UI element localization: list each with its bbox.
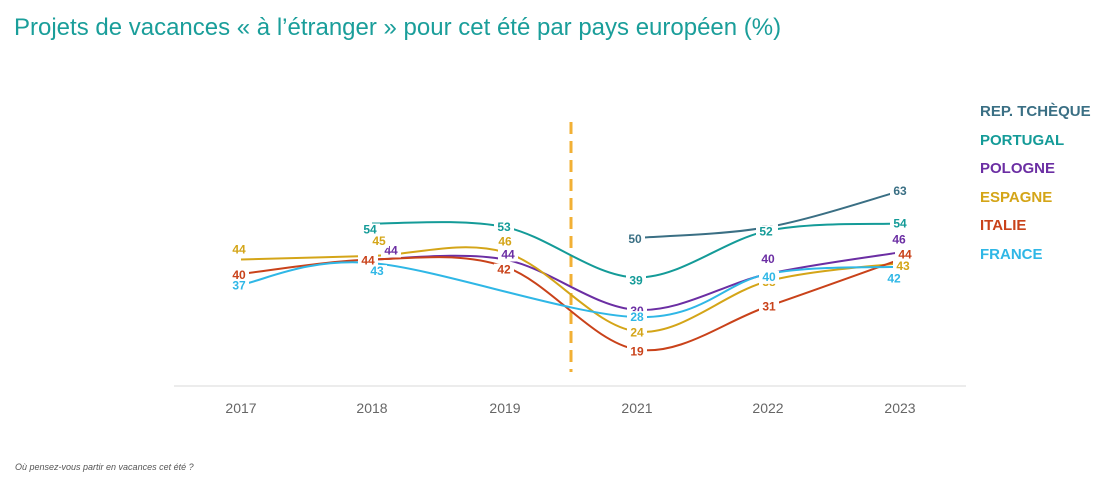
x-tick-2017: 2017	[225, 400, 256, 416]
data-label-espagne-2019: 46	[498, 234, 512, 248]
x-tick-2019: 2019	[489, 400, 520, 416]
footnote: Où pensez-vous partir en vacances cet ét…	[15, 462, 194, 472]
data-label-bg	[758, 252, 778, 266]
data-label-bg	[759, 270, 779, 284]
data-label-italie-2022: 31	[762, 299, 776, 313]
series-line-france	[240, 261, 901, 319]
data-label-italie-2017: 40	[232, 268, 246, 282]
data-label-bg	[626, 274, 646, 288]
data-label-pologne-2023: 46	[892, 232, 906, 246]
data-label-portugal-2018: 54	[363, 223, 377, 237]
data-label-bg	[229, 243, 249, 257]
data-label-pologne-2022: 40	[761, 252, 775, 266]
legend-item-italie: ITALIE	[980, 217, 1027, 235]
x-tick-2023: 2023	[884, 400, 915, 416]
data-label-bg	[625, 232, 645, 246]
data-label-italie-2019: 42	[497, 263, 511, 277]
data-label-bg	[890, 217, 910, 231]
data-label-bg	[627, 345, 647, 359]
data-label-pologne-2019: 44	[501, 248, 515, 262]
data-label-portugal-2023: 54	[893, 217, 907, 231]
data-label-italie-2021: 19	[630, 345, 644, 359]
data-label-rep-tch-que-2023: 63	[893, 184, 907, 198]
data-label-bg	[756, 225, 776, 239]
data-label-bg	[890, 185, 910, 199]
series-lines	[240, 190, 901, 352]
data-label-france-2022: 40	[762, 270, 776, 284]
data-label-espagne-2021: 24	[630, 326, 644, 340]
data-label-france-2023: 42	[887, 272, 901, 286]
data-label-bg	[229, 279, 249, 293]
chart-title: Projets de vacances « à l’étranger » pou…	[14, 14, 782, 41]
data-label-espagne-2023: 43	[896, 259, 910, 273]
data-label-bg	[627, 311, 647, 325]
legend-item-pologne: POLOGNE	[980, 160, 1056, 178]
data-label-bg	[895, 248, 915, 262]
data-label-bg	[889, 233, 909, 247]
data-label-france-2018: 43	[370, 264, 384, 278]
legend: REP. TCHÈQUE PORTUGAL POLOGNE ESPAGNE ITALIE…	[980, 102, 1091, 274]
legend-item-france: FRANCE	[980, 245, 1043, 263]
data-label-bg	[495, 235, 515, 249]
data-label-portugal-2022: 52	[759, 225, 773, 239]
data-label-bg	[494, 221, 514, 235]
data-label-bg	[369, 234, 389, 248]
data-label-bg	[759, 300, 779, 314]
data-label-bg	[367, 265, 387, 279]
data-label-bg	[627, 326, 647, 340]
data-label-bg	[494, 263, 514, 277]
data-label-bg	[498, 248, 518, 262]
data-label-espagne-2017: 44	[232, 243, 246, 257]
data-label-france-2017: 37	[232, 279, 246, 293]
legend-item-portugal: PORTUGAL	[980, 131, 1065, 149]
x-tick-2021: 2021	[621, 400, 652, 416]
data-label-bg	[229, 268, 249, 282]
data-label-italie-2023: 44	[898, 248, 912, 262]
legend-item-rep-tch-que: REP. TCHÈQUE	[980, 103, 1091, 120]
data-label-portugal-2019: 53	[497, 220, 511, 234]
data-label-france-2021: 28	[630, 310, 644, 324]
data-labels: 5053635453395254444430404644454624384340…	[229, 184, 915, 359]
x-axis-ticks: 2017 2018 2019 2021 2022 2023	[225, 400, 915, 416]
data-label-bg	[893, 260, 913, 274]
x-tick-2022: 2022	[752, 400, 783, 416]
x-tick-2018: 2018	[356, 400, 387, 416]
data-label-portugal-2021: 39	[629, 274, 643, 288]
data-label-bg	[884, 272, 904, 286]
data-label-rep-tch-que-2021: 50	[628, 232, 642, 246]
data-label-espagne-2018: 45	[372, 234, 386, 248]
data-label-italie-2018: 44	[361, 254, 375, 268]
data-label-bg	[360, 223, 380, 237]
data-label-bg	[358, 254, 378, 268]
legend-item-espagne: ESPAGNE	[980, 188, 1053, 206]
